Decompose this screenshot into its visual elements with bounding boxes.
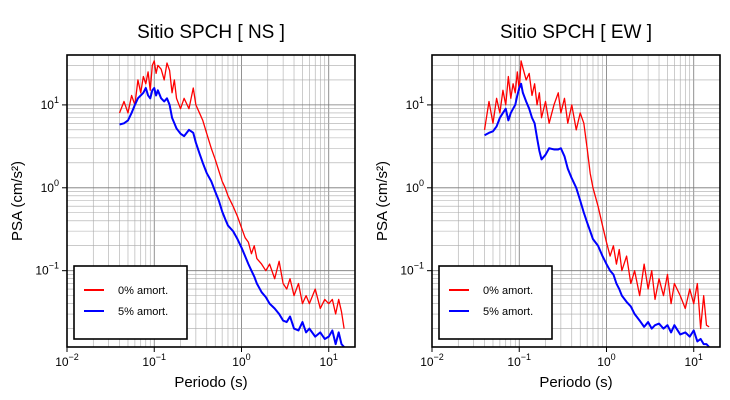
x-tick-label: 10−1	[507, 352, 531, 369]
series-line-amort-0	[118, 60, 345, 329]
y-tick-label: 10−1	[35, 261, 59, 278]
y-tick-label: 101	[406, 95, 424, 112]
y-tick-label: 10−1	[400, 261, 424, 278]
y-axis-label: PSA (cm/s²)	[374, 161, 391, 241]
legend-label-2: 5% amort.	[118, 306, 168, 318]
x-tick-label: 10−1	[142, 352, 166, 369]
panel-2: Sitio SPCH [ EW ] 10−2 10−1 100 101 Periodo (…	[374, 22, 721, 391]
y-tick-label: 101	[41, 95, 59, 112]
x-tick-label: 100	[232, 352, 250, 369]
y-axis: 10−1 100 101	[35, 95, 67, 278]
x-axis: 10−2 10−1 100 101	[55, 347, 338, 369]
plot-frame	[431, 54, 721, 348]
legend-label-1: 0% amort.	[483, 285, 533, 297]
plot-frame	[66, 54, 356, 348]
legend-label-1: 0% amort.	[118, 285, 168, 297]
series-group	[483, 60, 710, 348]
x-tick-label: 10−2	[55, 352, 79, 369]
x-tick-label: 101	[685, 352, 703, 369]
x-axis: 10−2 10−1 100 101	[420, 347, 703, 369]
legend-label-2: 5% amort.	[483, 306, 533, 318]
y-tick-label: 100	[406, 178, 424, 195]
legend-box	[438, 265, 553, 340]
chart-title: Sitio SPCH [ EW ]	[500, 22, 652, 43]
x-axis-label: Periodo (s)	[174, 374, 247, 391]
legend-box	[73, 265, 188, 340]
y-axis-label: PSA (cm/s²)	[9, 161, 26, 241]
chart-title: Sitio SPCH [ NS ]	[137, 22, 285, 43]
y-axis: 10−1 100 101	[400, 95, 432, 278]
y-tick-label: 100	[41, 178, 59, 195]
legend: 0% amort. 5% amort.	[438, 265, 553, 340]
x-tick-label: 100	[597, 352, 615, 369]
x-axis-label: Periodo (s)	[539, 374, 612, 391]
x-tick-label: 10−2	[420, 352, 444, 369]
legend: 0% amort. 5% amort.	[73, 265, 188, 340]
grid	[431, 54, 721, 347]
series-line-amort-5	[484, 82, 710, 348]
series-line-amort-5	[119, 86, 345, 348]
series-line-amort-0	[483, 60, 710, 330]
series-group	[118, 60, 345, 348]
x-tick-label: 101	[320, 352, 338, 369]
panel-1: Sitio SPCH [ NS ] 10−2 10−1 100 101 Periodo (…	[9, 22, 356, 391]
